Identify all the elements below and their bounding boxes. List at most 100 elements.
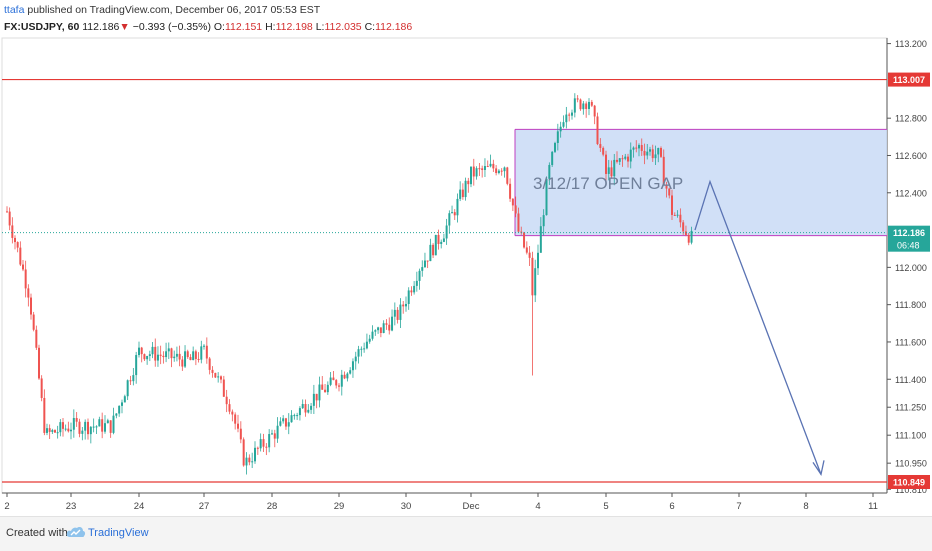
candle-body (525, 247, 528, 253)
candle-body (545, 178, 548, 216)
candle-body (318, 384, 321, 401)
candle-body (413, 285, 416, 293)
candle-body (173, 356, 176, 359)
y-tick-label: 111.100 (895, 431, 926, 441)
candle-body (470, 166, 472, 185)
x-tick-label: 7 (736, 501, 741, 512)
candle-body (312, 393, 315, 406)
candle-body (646, 151, 649, 156)
candle-body (565, 114, 568, 123)
candle-body (115, 413, 118, 416)
candle-body (605, 154, 607, 174)
candle-body (562, 122, 565, 127)
candle-body (338, 385, 340, 387)
x-tick-label: 27 (199, 501, 210, 512)
y-tick-label: 111.800 (895, 300, 926, 310)
candle-body (396, 309, 399, 320)
candle-body (467, 180, 470, 185)
candle-body (129, 380, 132, 382)
candle-body (197, 358, 200, 360)
candle-body (434, 234, 437, 256)
candle-body (429, 244, 432, 262)
candle-body (95, 426, 98, 428)
candle-body (203, 345, 205, 347)
candle-body (167, 348, 170, 352)
candle-body (365, 341, 368, 349)
plot-area[interactable] (1, 37, 888, 494)
candle-body (554, 142, 556, 152)
candle-body (8, 211, 11, 226)
candle-body (146, 356, 149, 360)
candle-body (321, 384, 324, 390)
price-change: −0.393 (−0.35%) (132, 21, 211, 33)
open-gap-zone[interactable] (515, 129, 887, 236)
candle-body (503, 167, 506, 172)
candle-body (51, 430, 54, 432)
candle-body (607, 167, 610, 174)
candle-body (126, 380, 129, 397)
candle-body (445, 225, 448, 239)
candle-body (329, 377, 332, 385)
price-chart[interactable]: 113.200 112.800 112.600 112.400 112.000 111.8… (0, 0, 932, 516)
y-tick-label: 111.600 (895, 337, 926, 347)
candle-body (89, 426, 92, 435)
candle-body (231, 411, 234, 415)
candle-body (421, 267, 424, 271)
candle-body (571, 112, 573, 116)
candle-body (220, 376, 222, 380)
candle-body (251, 461, 254, 463)
y-tick-label: 110.810 (895, 485, 927, 495)
candle-body (616, 159, 618, 162)
candle-body (472, 166, 475, 177)
candle-body (109, 420, 112, 433)
candle-body (343, 374, 346, 379)
candle-body (222, 379, 225, 397)
author-link[interactable]: ttafa (4, 4, 25, 16)
candle-body (534, 268, 537, 296)
candle-body (495, 168, 498, 174)
candle-body (293, 415, 296, 417)
candle-body (673, 214, 676, 216)
candle-body (56, 432, 59, 434)
low-value: 112.035 (324, 21, 362, 33)
candle-body (520, 231, 523, 233)
candle-body (239, 428, 242, 440)
x-tick-label: Dec (463, 501, 480, 512)
candle-body (194, 351, 197, 359)
candle-body (81, 430, 84, 434)
candle-body (582, 103, 585, 110)
x-tick-label: 24 (134, 501, 145, 512)
candle-body (59, 422, 62, 433)
candle-body (442, 238, 445, 242)
tradingview-brand[interactable]: TradingView (88, 527, 149, 539)
candle-body (483, 166, 486, 170)
candle-body (276, 425, 279, 439)
candle-body (112, 415, 115, 433)
candle-body (324, 389, 327, 393)
candle-body (256, 447, 259, 449)
candle-body (35, 329, 38, 348)
candle-body (453, 212, 456, 216)
candle-body (593, 105, 596, 117)
close-label: C: (364, 21, 376, 33)
candle-body (399, 304, 402, 320)
candle-body (528, 252, 531, 258)
projection-path[interactable] (694, 179, 822, 475)
candle-body (451, 212, 454, 214)
candle-body (11, 225, 14, 238)
candle-body (588, 101, 590, 109)
x-tick-label: 29 (334, 501, 345, 512)
candle-body (351, 361, 354, 371)
candle-body (638, 145, 640, 149)
candle-body (67, 428, 70, 432)
candle-body (556, 131, 559, 143)
candle-body (448, 213, 451, 226)
x-tick-label: 8 (803, 501, 808, 512)
candle-body (138, 347, 140, 356)
candle-body (679, 214, 682, 223)
candle-body (509, 183, 512, 199)
y-tick-label: 113.200 (895, 39, 927, 49)
low-label: L: (315, 21, 325, 33)
candle-body (106, 420, 109, 424)
candle-body (407, 290, 410, 304)
